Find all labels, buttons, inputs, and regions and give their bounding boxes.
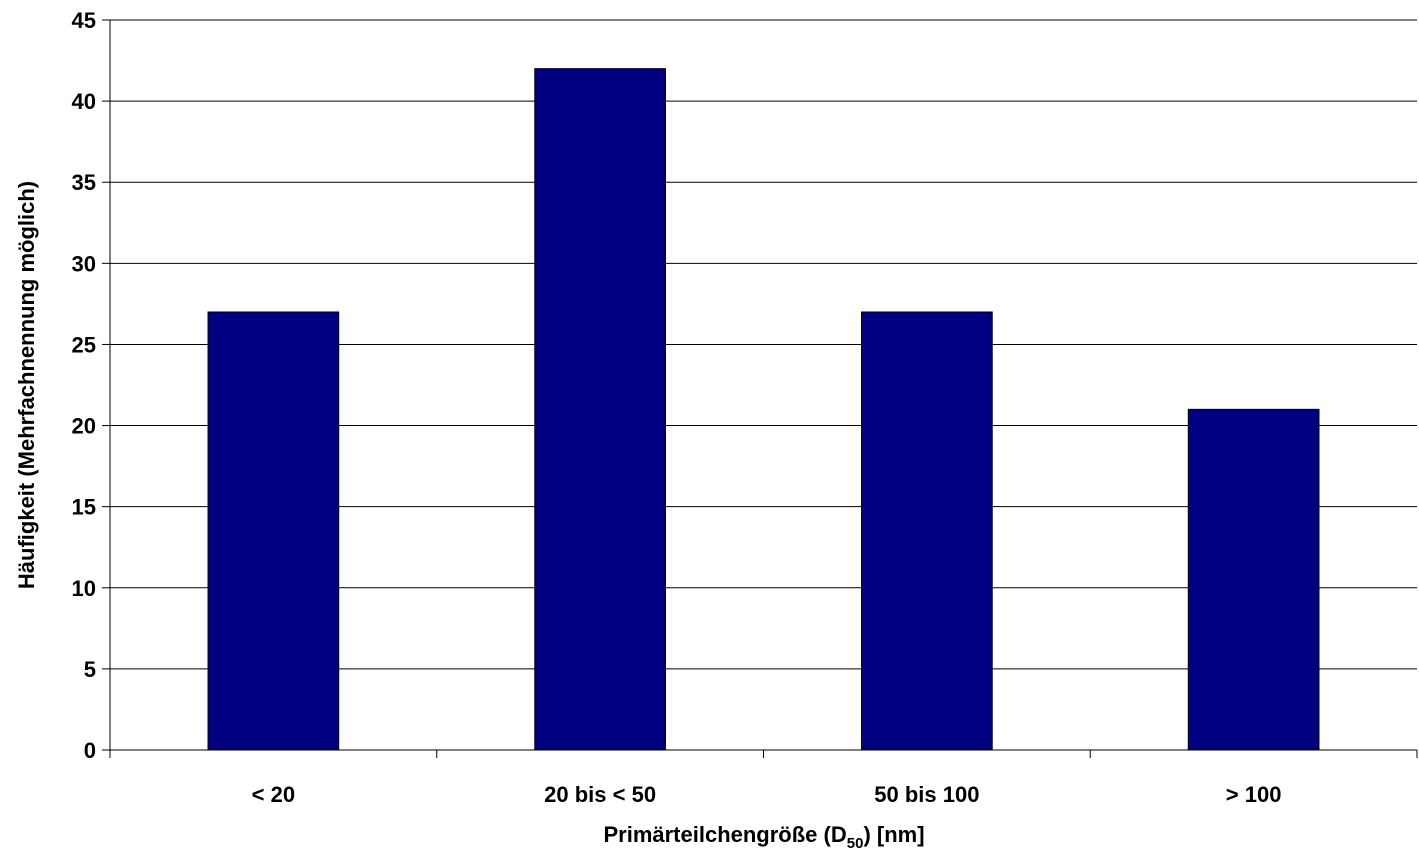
y-tick-labels: 0 5 10 15 20 25 30 35 40 45 <box>72 8 96 763</box>
x-category-label: < 20 <box>252 782 295 807</box>
y-tick-label: 40 <box>72 89 96 114</box>
x-category-label: > 100 <box>1226 782 1282 807</box>
y-tick-label: 15 <box>72 495 96 520</box>
axes <box>102 19 1418 758</box>
y-tick-label: 30 <box>72 251 96 276</box>
x-category-label: 20 bis < 50 <box>544 782 656 807</box>
y-axis-title: Häufigkeit (Mehrfachnennung möglich) <box>14 181 39 589</box>
x-axis-title-prefix: Primärteilchengröße (D <box>603 822 846 847</box>
x-category-labels: < 20 20 bis < 50 50 bis 100 > 100 <box>252 782 1282 807</box>
y-tick-label: 10 <box>72 576 96 601</box>
x-axis-title-suffix: ) [nm] <box>863 822 924 847</box>
y-tick-label: 45 <box>72 8 96 33</box>
y-tick-label: 35 <box>72 170 96 195</box>
x-category-label: 50 bis 100 <box>874 782 979 807</box>
x-axis-title-subscript: 50 <box>847 835 864 852</box>
y-tick-label: 0 <box>84 738 96 763</box>
bar <box>534 68 666 751</box>
bar <box>1187 408 1320 751</box>
x-axis-title: Primärteilchengröße (D50) [nm] <box>603 822 924 852</box>
y-tick-label: 5 <box>84 657 96 682</box>
bar <box>861 311 993 751</box>
y-tick-label: 20 <box>72 414 96 439</box>
bar <box>207 311 340 751</box>
bars <box>207 68 1320 751</box>
y-tick-label: 25 <box>72 332 96 357</box>
